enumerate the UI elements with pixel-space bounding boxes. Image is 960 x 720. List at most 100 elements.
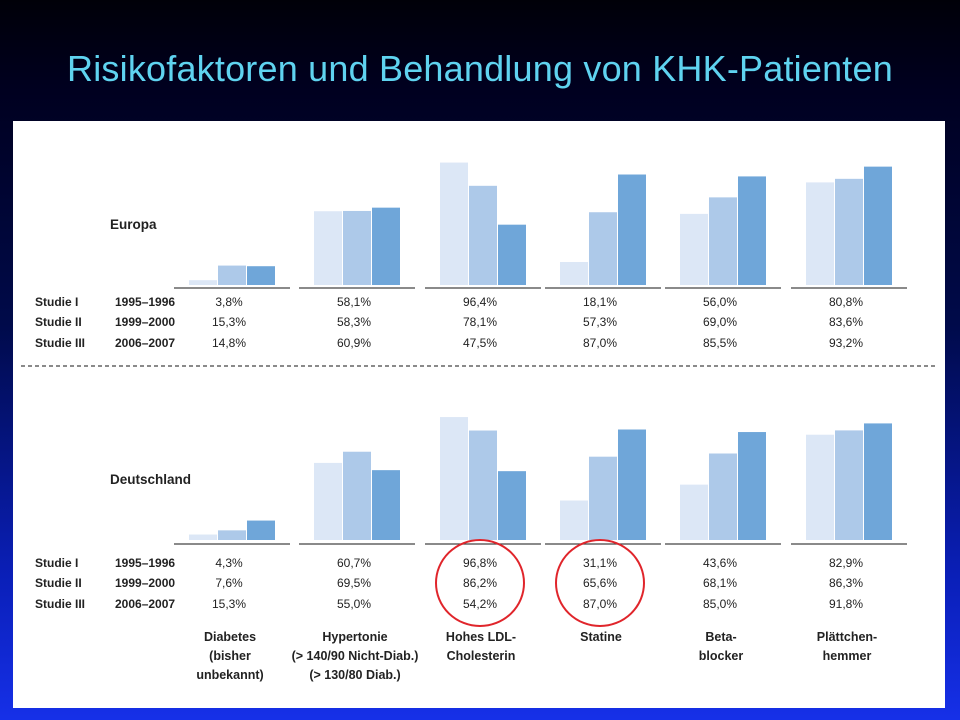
category-label: Diabetes — [204, 630, 256, 644]
category-label: blocker — [699, 649, 744, 663]
bar-europa-1-study-2 — [343, 210, 371, 285]
bar-europa-0-study-1 — [189, 280, 217, 285]
study-name-label: Studie II — [35, 315, 82, 329]
study-years-label: 1999–2000 — [115, 315, 175, 329]
value-label: 69,5% — [337, 576, 371, 590]
bar-deutschland-1-study-3 — [372, 470, 400, 540]
category-label: Beta- — [705, 630, 736, 644]
category-label: hemmer — [823, 649, 872, 663]
bar-deutschland-2-study-1 — [440, 417, 468, 540]
value-label: 86,3% — [829, 576, 863, 590]
value-label: 4,3% — [215, 556, 243, 570]
study-name-label: Studie III — [35, 336, 85, 350]
value-label: 96,8% — [463, 556, 497, 570]
bar-europa-5-study-2 — [835, 178, 863, 285]
category-label: Statine — [580, 630, 622, 644]
bar-europa-1-study-1 — [314, 211, 342, 285]
value-label: 60,9% — [337, 336, 371, 350]
bar-europa-4-study-2 — [709, 197, 737, 285]
bar-deutschland-2-study-2 — [469, 430, 497, 540]
bar-deutschland-5-study-2 — [835, 430, 863, 540]
bar-deutschland-3-study-2 — [589, 456, 617, 540]
study-years-label: 2006–2007 — [115, 597, 175, 611]
bar-deutschland-3-study-1 — [560, 500, 588, 540]
category-label: unbekannt) — [196, 668, 263, 682]
bar-europa-5-study-3 — [864, 166, 892, 285]
value-label: 86,2% — [463, 576, 497, 590]
value-label: 78,1% — [463, 315, 497, 329]
value-label: 57,3% — [583, 315, 617, 329]
highlight-circle — [555, 539, 645, 627]
chart-panel: Europa Studie I 1995–1996 Studie II 1999–200… — [13, 121, 945, 708]
value-label: 68,1% — [703, 576, 737, 590]
category-label: (> 140/90 Nicht-Diab.) — [292, 649, 419, 663]
study-name-label: Studie I — [35, 295, 78, 309]
study-years-label: 2006–2007 — [115, 336, 175, 350]
bar-europa-0-study-3 — [247, 266, 275, 285]
category-label: (> 130/80 Diab.) — [309, 668, 400, 682]
slide-title: Risikofaktoren und Behandlung von KHK-Pa… — [67, 48, 893, 89]
value-label: 58,1% — [337, 295, 371, 309]
value-label: 18,1% — [583, 295, 617, 309]
value-label: 60,7% — [337, 556, 371, 570]
study-years-label: 1995–1996 — [115, 556, 175, 570]
value-label: 80,8% — [829, 295, 863, 309]
value-label: 85,0% — [703, 597, 737, 611]
value-label: 43,6% — [703, 556, 737, 570]
value-label: 54,2% — [463, 597, 497, 611]
study-name-label: Studie III — [35, 597, 85, 611]
bar-deutschland-5-study-1 — [806, 434, 834, 540]
bar-deutschland-1-study-2 — [343, 451, 371, 540]
value-label: 65,6% — [583, 576, 617, 590]
value-label: 55,0% — [337, 597, 371, 611]
category-label: Hohes LDL- — [446, 630, 516, 644]
value-label: 56,0% — [703, 295, 737, 309]
value-label: 47,5% — [463, 336, 497, 350]
bar-europa-5-study-1 — [806, 182, 834, 285]
value-label: 7,6% — [215, 576, 243, 590]
category-label: Plättchen- — [817, 630, 877, 644]
bar-europa-2-study-3 — [498, 224, 526, 285]
value-label: 69,0% — [703, 315, 737, 329]
value-label: 82,9% — [829, 556, 863, 570]
study-name-label: Studie I — [35, 556, 78, 570]
bar-europa-0-study-2 — [218, 265, 246, 285]
value-label: 15,3% — [212, 597, 246, 611]
grouped-bar-chart: Europa Studie I 1995–1996 Studie II 1999–200… — [21, 162, 935, 682]
bar-deutschland-1-study-1 — [314, 462, 342, 540]
bar-europa-2-study-2 — [469, 185, 497, 285]
bar-europa-4-study-3 — [738, 176, 766, 285]
study-years-label: 1999–2000 — [115, 576, 175, 590]
value-label: 91,8% — [829, 597, 863, 611]
study-name-label: Studie II — [35, 576, 82, 590]
region-label-europa: Europa — [110, 217, 157, 232]
bar-europa-3-study-2 — [589, 212, 617, 285]
bar-europa-3-study-3 — [618, 174, 646, 285]
value-label: 31,1% — [583, 556, 617, 570]
bar-deutschland-4-study-1 — [680, 484, 708, 540]
value-label: 85,5% — [703, 336, 737, 350]
bar-deutschland-4-study-3 — [738, 432, 766, 540]
bar-europa-3-study-1 — [560, 262, 588, 285]
region-label-deutschland: Deutschland — [110, 472, 191, 487]
bar-deutschland-0-study-2 — [218, 530, 246, 540]
bar-deutschland-5-study-3 — [864, 423, 892, 540]
value-label: 93,2% — [829, 336, 863, 350]
bar-deutschland-0-study-1 — [189, 534, 217, 540]
value-label: 96,4% — [463, 295, 497, 309]
study-years-label: 1995–1996 — [115, 295, 175, 309]
bar-deutschland-0-study-3 — [247, 520, 275, 540]
category-label: Cholesterin — [447, 649, 516, 663]
bar-deutschland-2-study-3 — [498, 471, 526, 540]
value-label: 14,8% — [212, 336, 246, 350]
category-label: Hypertonie — [322, 630, 387, 644]
value-label: 3,8% — [215, 295, 243, 309]
value-label: 15,3% — [212, 315, 246, 329]
bar-europa-1-study-3 — [372, 207, 400, 285]
value-label: 83,6% — [829, 315, 863, 329]
highlight-circle — [435, 539, 525, 627]
category-label: (bisher — [209, 649, 251, 663]
value-label: 87,0% — [583, 336, 617, 350]
bar-europa-2-study-1 — [440, 162, 468, 285]
bar-deutschland-4-study-2 — [709, 453, 737, 540]
